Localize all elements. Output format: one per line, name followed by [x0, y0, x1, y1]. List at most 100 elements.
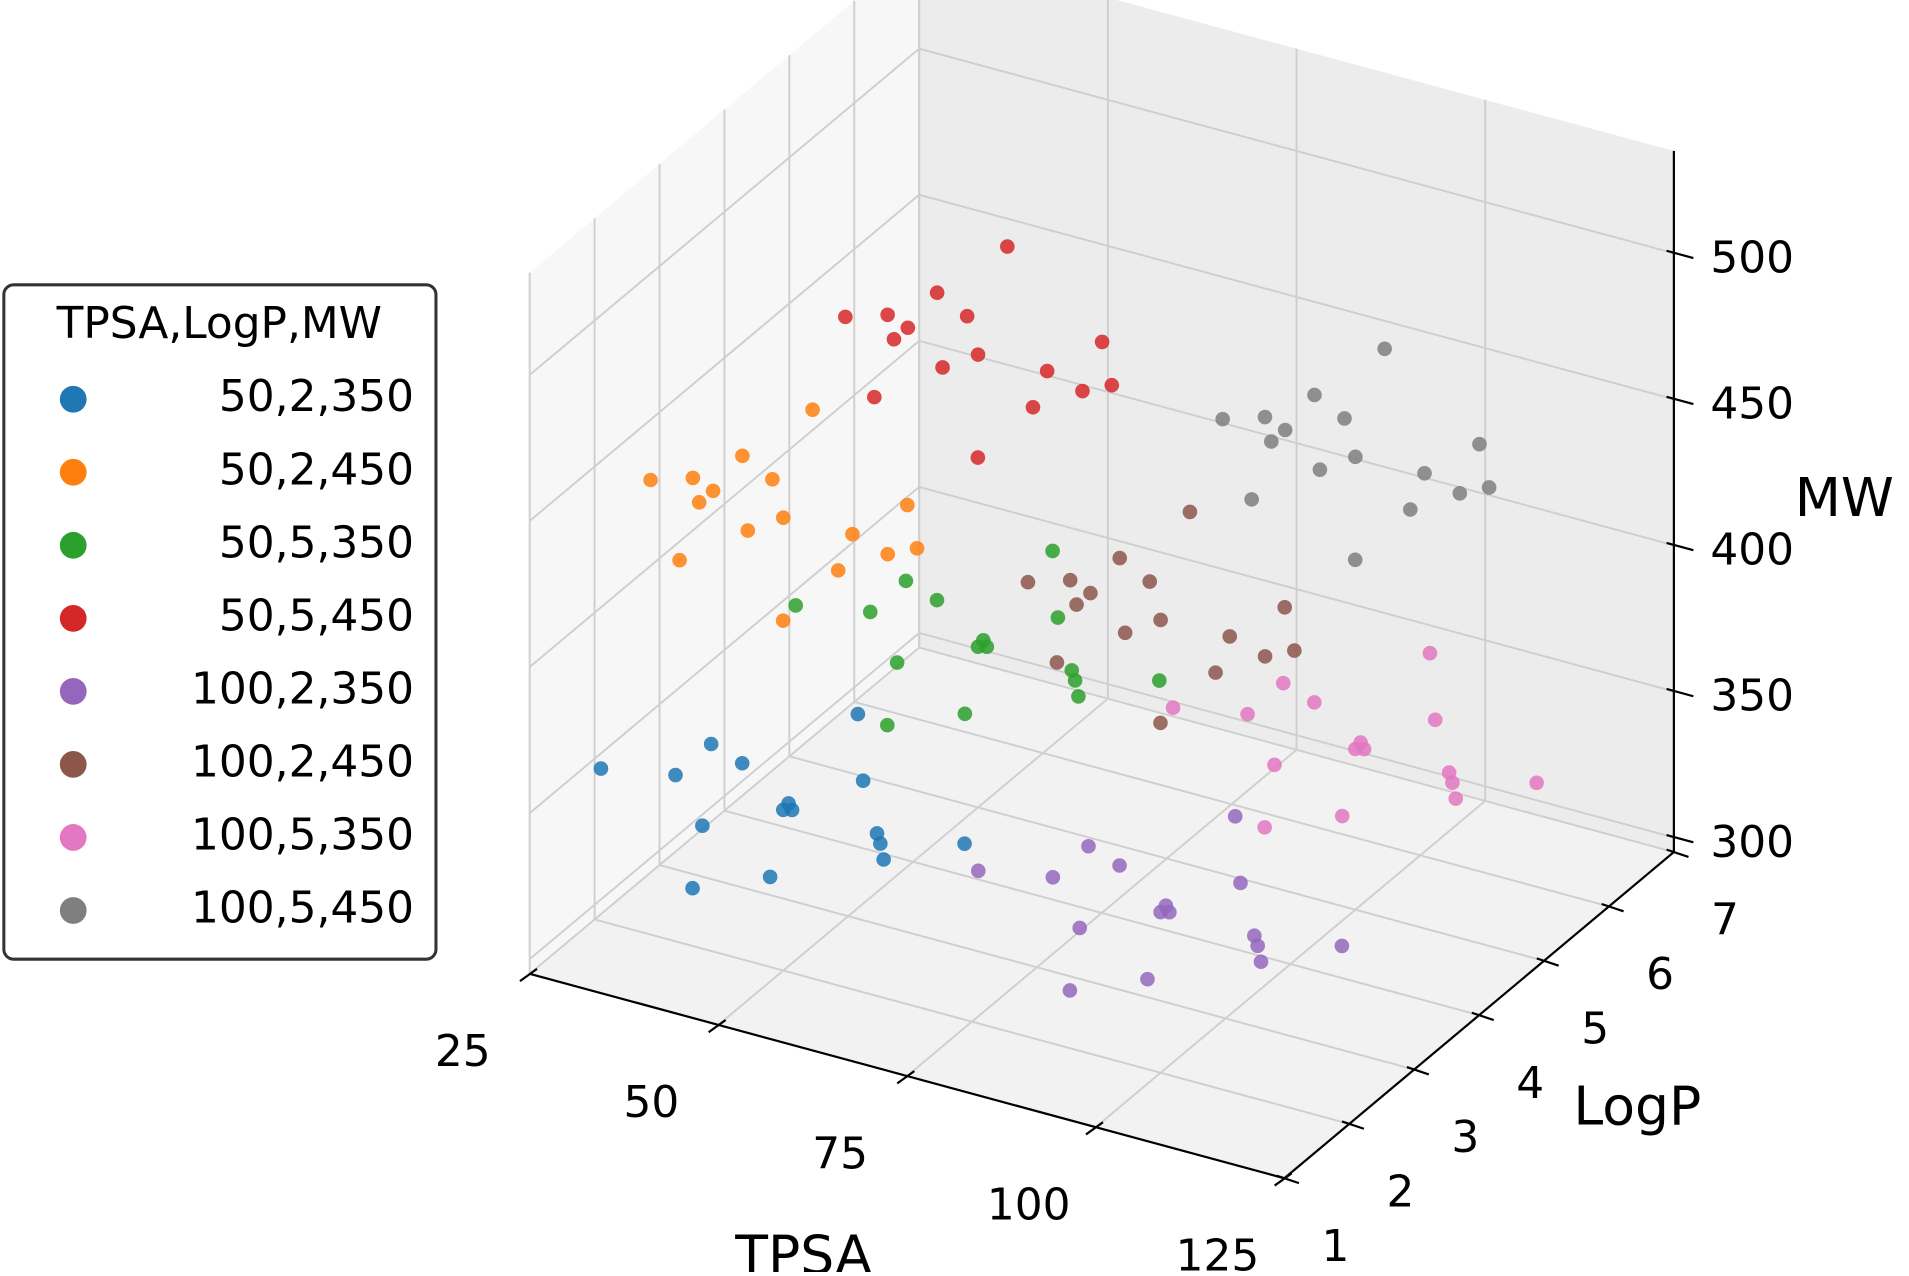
point: [1347, 552, 1363, 568]
point: [845, 526, 860, 542]
point: [1275, 675, 1291, 691]
point: [1227, 809, 1243, 824]
point: [1222, 629, 1238, 644]
z-tick: [1666, 833, 1694, 844]
point: [1441, 765, 1457, 780]
point: [703, 736, 719, 752]
point: [1263, 434, 1279, 449]
point: [1277, 599, 1292, 615]
point: [1142, 574, 1158, 589]
point: [1529, 775, 1544, 791]
point: [869, 826, 885, 841]
point: [668, 767, 683, 783]
point: [1267, 757, 1282, 773]
point: [1307, 387, 1322, 403]
point: [1257, 820, 1272, 835]
point: [1165, 700, 1181, 716]
point: [643, 472, 658, 488]
z-grid-line: [918, 632, 1675, 839]
x-tick: [1085, 1121, 1104, 1136]
y-tick: [1536, 957, 1559, 967]
z-grid-line: [918, 47, 1675, 255]
point: [909, 541, 925, 556]
point: [1208, 665, 1223, 680]
point: [1257, 409, 1273, 425]
point: [838, 309, 853, 325]
legend-label: 100,5,350: [191, 809, 414, 860]
z-tick-label: 500: [1710, 232, 1794, 283]
legend-label: 50,5,450: [219, 590, 414, 641]
y-grid-line: [659, 864, 1415, 1071]
point: [957, 836, 972, 851]
point: [1000, 239, 1015, 254]
point: [695, 818, 710, 834]
y-tick: [1341, 1120, 1365, 1130]
point: [765, 471, 780, 487]
point: [1244, 492, 1259, 507]
point: [880, 307, 895, 323]
y-tick-label: 4: [1516, 1058, 1544, 1109]
legend-label: 100,5,450: [191, 882, 414, 933]
point: [1287, 643, 1302, 658]
point: [1117, 625, 1133, 641]
point: [867, 389, 882, 405]
point: [685, 470, 701, 486]
point: [1377, 341, 1392, 357]
point: [970, 863, 986, 879]
x-tick-label: 25: [435, 1026, 491, 1077]
x-tick-label: 50: [624, 1077, 680, 1128]
point: [685, 880, 700, 896]
legend-label: 100,2,450: [191, 736, 414, 787]
z-axis-title: MW: [1795, 466, 1894, 529]
legend-marker: [59, 531, 87, 559]
point: [672, 552, 687, 568]
y-grid-line: [918, 646, 1675, 853]
point: [880, 546, 896, 562]
y-tick-label: 1: [1322, 1221, 1350, 1272]
point: [1094, 334, 1110, 350]
legend-marker: [59, 458, 87, 486]
x-tick-label: 125: [1176, 1231, 1260, 1272]
point: [762, 869, 778, 885]
y-tick-label: 5: [1581, 1003, 1609, 1054]
z-grid-line: [529, 47, 920, 376]
point: [1064, 663, 1080, 678]
legend-marker: [59, 604, 87, 632]
point: [876, 852, 891, 867]
point: [1162, 904, 1177, 920]
point: [959, 308, 975, 324]
point: [886, 331, 902, 347]
point: [734, 755, 750, 771]
legend-label: 50,5,350: [219, 517, 414, 568]
point: [1277, 422, 1293, 438]
point: [1422, 645, 1438, 661]
point: [929, 285, 945, 301]
y-tick: [1406, 1066, 1430, 1076]
legend-title: TPSA,LogP,MW: [56, 298, 382, 349]
point: [1481, 480, 1497, 495]
point: [740, 523, 756, 538]
point: [1452, 485, 1468, 501]
x-tick-label: 75: [812, 1128, 868, 1179]
point: [1153, 715, 1168, 731]
point: [1334, 808, 1350, 824]
point: [1049, 655, 1065, 670]
y-tick-label: 3: [1451, 1112, 1479, 1163]
point: [1307, 695, 1322, 710]
legend-marker: [59, 897, 87, 924]
point: [1153, 612, 1168, 628]
point: [1334, 938, 1350, 954]
point: [1112, 550, 1128, 566]
z-tick: [1666, 687, 1694, 698]
legend-label: 100,2,350: [191, 663, 414, 714]
y-axis-line: [1283, 851, 1675, 1180]
z-tick-label: 400: [1710, 525, 1794, 576]
z-grid-line: [529, 632, 920, 960]
point: [1253, 954, 1269, 970]
points: [593, 239, 1544, 998]
y-tick: [1601, 902, 1624, 913]
point: [900, 320, 916, 336]
x-tick: [519, 968, 538, 982]
y-tick: [1666, 848, 1689, 858]
